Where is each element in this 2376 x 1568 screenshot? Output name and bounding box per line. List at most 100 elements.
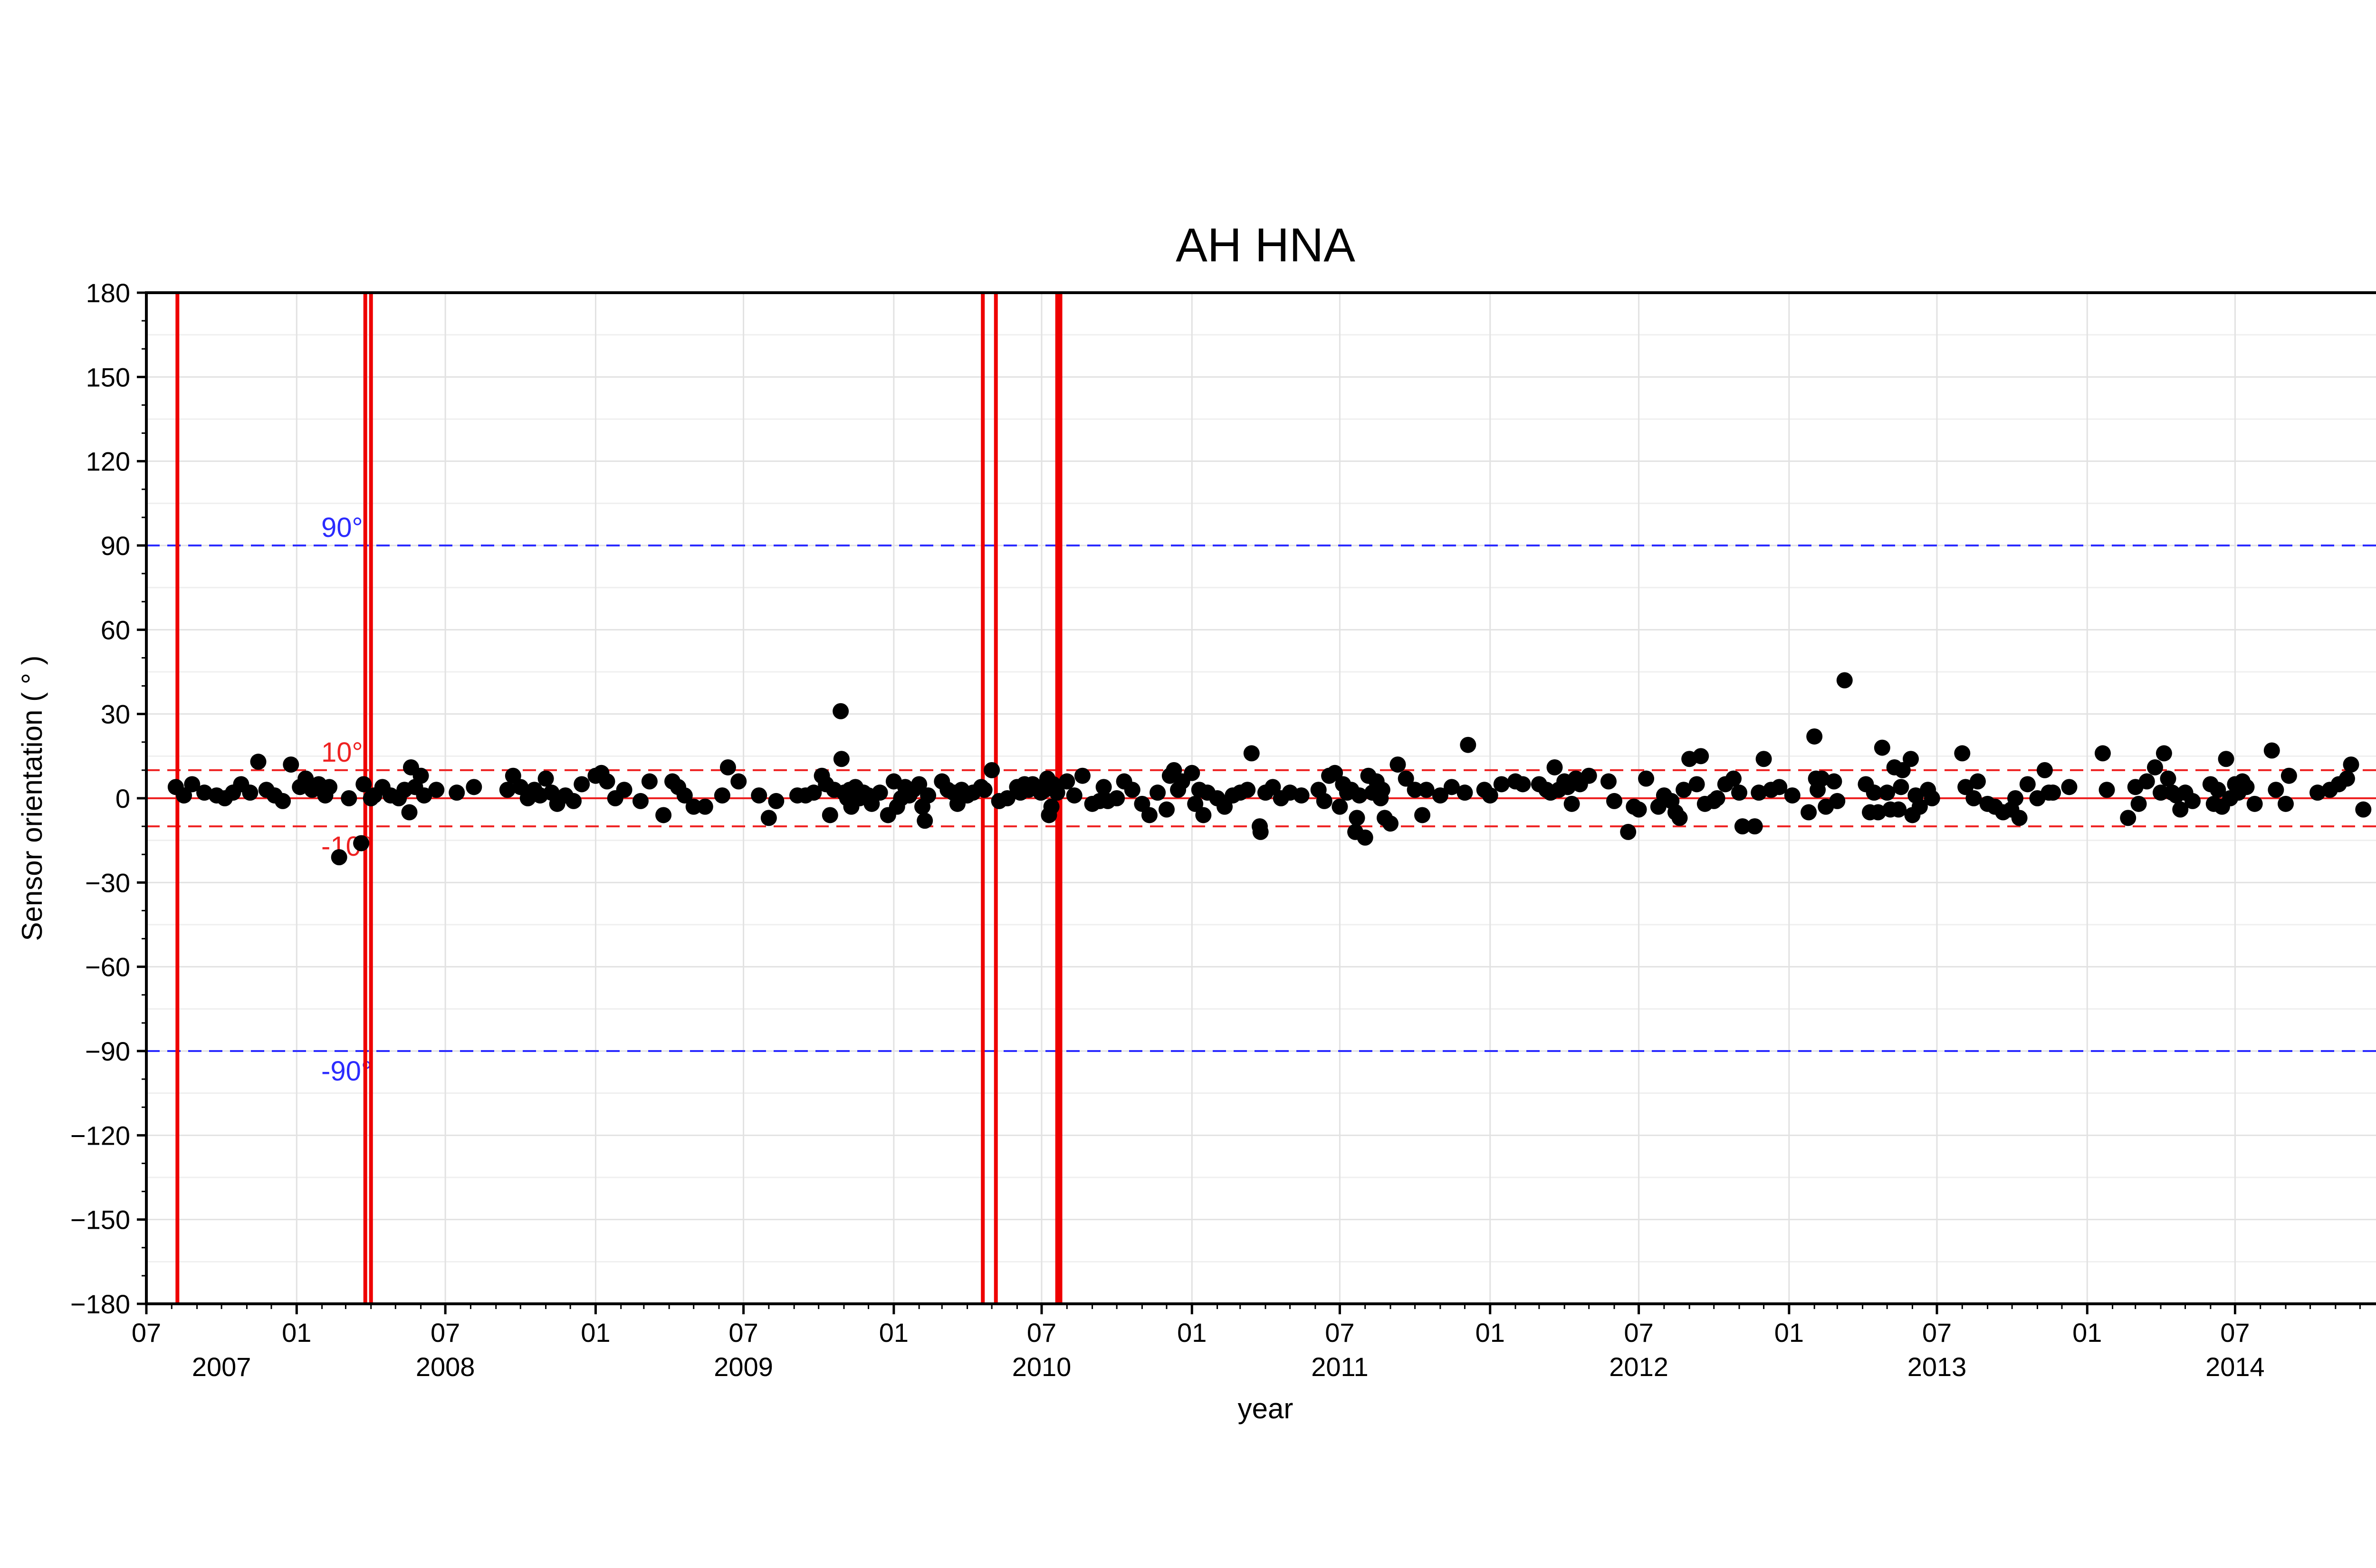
reference-line-label: 90° xyxy=(321,512,363,543)
data-point xyxy=(2280,767,2297,784)
data-point xyxy=(1894,762,1911,778)
data-point xyxy=(833,751,850,767)
data-point xyxy=(1676,782,1692,798)
data-point xyxy=(822,807,838,823)
data-point xyxy=(805,784,822,801)
data-point xyxy=(1493,776,1510,793)
data-point xyxy=(2011,810,2028,826)
data-point xyxy=(632,793,649,809)
data-point xyxy=(565,793,582,809)
x-tick-label: 01 xyxy=(2072,1318,2102,1348)
data-point xyxy=(355,776,372,793)
data-point xyxy=(1124,782,1140,798)
reference-line-label: 10° xyxy=(321,737,363,768)
data-point xyxy=(1954,745,1971,762)
data-point xyxy=(1332,798,1348,815)
y-tick-label: 90 xyxy=(101,531,130,561)
data-point xyxy=(1563,795,1580,812)
data-point xyxy=(1709,790,1725,806)
data-point xyxy=(275,793,291,809)
data-point xyxy=(2184,793,2201,809)
y-axis-label: Sensor orientation ( ° ) xyxy=(16,656,48,941)
data-point xyxy=(2268,782,2284,798)
data-point xyxy=(751,787,767,804)
data-point xyxy=(353,835,370,851)
data-point xyxy=(1195,807,1212,823)
data-point xyxy=(1482,787,1498,804)
data-point xyxy=(428,782,445,798)
y-tick-label: −120 xyxy=(70,1120,130,1150)
data-point xyxy=(714,787,730,804)
y-tick-label: −90 xyxy=(85,1036,130,1066)
data-point xyxy=(1866,784,1882,801)
data-point xyxy=(1443,779,1460,795)
data-point xyxy=(1357,829,1373,846)
data-point xyxy=(1606,793,1623,809)
data-point xyxy=(1874,739,1890,756)
data-point xyxy=(250,754,267,770)
x-tick-label: 07 xyxy=(1325,1318,1354,1348)
data-point xyxy=(1725,770,1742,787)
data-point xyxy=(976,782,993,798)
data-point xyxy=(1734,818,1751,835)
data-point xyxy=(2153,784,2169,801)
x-tick-label: 07 xyxy=(728,1318,758,1348)
data-point xyxy=(1217,798,1233,815)
data-point xyxy=(2172,801,2189,818)
data-point xyxy=(768,793,785,809)
data-point xyxy=(1836,672,1853,688)
data-point xyxy=(1414,807,1431,823)
data-point xyxy=(1630,801,1647,818)
data-point xyxy=(2160,770,2176,787)
data-point xyxy=(872,784,888,801)
x-year-label: 2009 xyxy=(714,1352,773,1382)
data-point xyxy=(685,798,702,815)
grid xyxy=(145,292,2376,1305)
data-points xyxy=(167,672,2372,866)
data-point xyxy=(2061,779,2078,795)
x-year-label: 2012 xyxy=(1609,1352,1668,1382)
y-tick-label: 30 xyxy=(101,699,130,729)
data-point xyxy=(1327,765,1343,781)
data-point xyxy=(730,773,747,790)
data-point xyxy=(1911,798,1928,815)
data-point xyxy=(863,795,880,812)
data-point xyxy=(1600,773,1617,790)
data-point xyxy=(499,782,516,798)
data-point xyxy=(2309,784,2326,801)
data-point xyxy=(321,779,338,795)
data-point xyxy=(1755,751,1772,767)
data-point xyxy=(2138,773,2155,790)
data-point xyxy=(1374,782,1390,798)
y-tick-label: 0 xyxy=(115,784,130,813)
x-year-label: 2008 xyxy=(416,1352,475,1382)
x-tick-label: 01 xyxy=(581,1318,610,1348)
y-tick-label: −150 xyxy=(70,1205,130,1235)
data-point xyxy=(1460,736,1476,753)
data-point xyxy=(2146,759,2163,775)
data-point xyxy=(2036,762,2053,778)
data-point xyxy=(412,767,429,784)
data-point xyxy=(1243,745,1260,762)
data-point xyxy=(176,787,192,804)
data-point xyxy=(1638,770,1655,787)
data-point xyxy=(401,804,418,821)
y-tick-label: 180 xyxy=(86,278,130,308)
x-tick-label: 07 xyxy=(1027,1318,1056,1348)
x-tick-label: 01 xyxy=(282,1318,311,1348)
data-point xyxy=(1389,756,1406,773)
x-tick-label: 07 xyxy=(132,1318,161,1348)
y-tick-label: 150 xyxy=(86,362,130,392)
data-point xyxy=(1746,818,1763,835)
data-point xyxy=(1418,782,1435,798)
data-point xyxy=(2210,782,2226,798)
data-point xyxy=(466,779,482,795)
data-point xyxy=(760,810,777,826)
x-tick-label: 01 xyxy=(1774,1318,1804,1348)
data-point xyxy=(1382,815,1399,832)
data-point xyxy=(1239,782,1256,798)
data-point xyxy=(1731,784,1748,801)
data-point xyxy=(599,773,615,790)
